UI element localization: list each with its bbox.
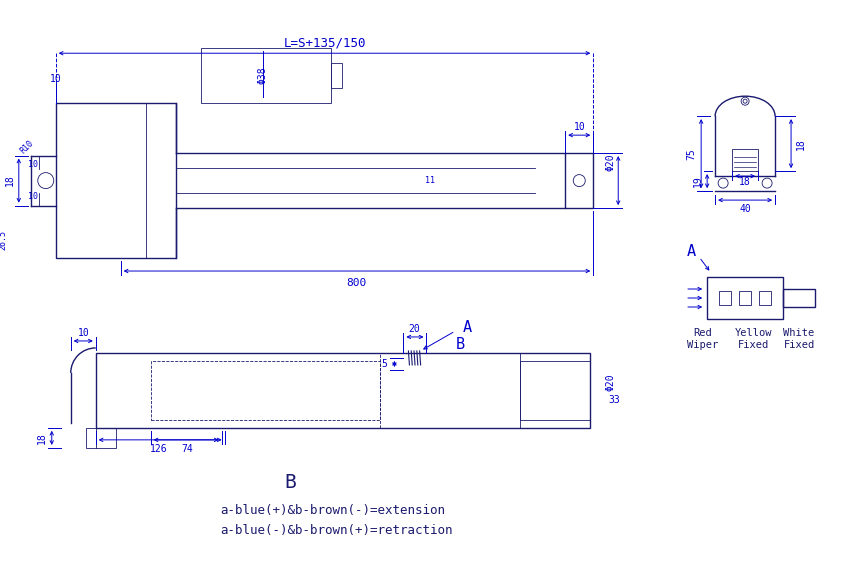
Text: R10: R10 [18,138,35,155]
Bar [86,428,116,448]
Bar [565,153,593,208]
Text: B: B [285,473,296,492]
Bar [783,289,815,307]
Text: 11: 11 [426,176,435,185]
Bar [520,361,590,420]
Text: 18: 18 [796,138,806,149]
Text: L=S+135/150: L=S+135/150 [283,37,366,50]
Text: 10: 10 [27,192,38,201]
Text: 10: 10 [50,74,62,84]
Bar [719,291,731,305]
Text: 26.5: 26.5 [0,230,8,250]
Bar [739,291,751,305]
Bar [732,149,758,171]
Bar [201,48,330,103]
Text: A: A [687,244,697,258]
Text: Φ38: Φ38 [257,66,268,84]
Bar [96,353,590,428]
Text: 75: 75 [686,147,696,160]
Text: 20: 20 [408,324,420,334]
Text: A: A [462,321,472,335]
Text: B: B [456,338,464,353]
Bar [151,361,380,420]
Text: White
Fixed: White Fixed [783,328,815,350]
Text: Red
Wiper: Red Wiper [686,328,718,350]
Text: 5: 5 [382,359,388,369]
Text: Yellow
Fixed: Yellow Fixed [734,328,772,350]
Bar [759,291,771,305]
Text: 33: 33 [608,395,620,405]
Text: a-blue(+)&b-brown(-)=extension: a-blue(+)&b-brown(-)=extension [221,504,445,517]
Text: Φ20: Φ20 [605,154,615,171]
Text: 10: 10 [573,122,585,132]
Text: Φ20: Φ20 [605,374,615,391]
Text: 19: 19 [693,175,704,187]
Text: 18: 18 [37,432,47,444]
Text: 74: 74 [182,444,194,454]
Text: 40: 40 [740,204,751,214]
Text: 18: 18 [5,175,15,187]
Text: 126: 126 [150,444,167,454]
Bar [330,63,342,88]
Bar [56,103,176,258]
Text: 18: 18 [740,177,751,187]
Text: a-blue(-)&b-brown(+)=retraction: a-blue(-)&b-brown(+)=retraction [221,524,453,538]
Text: 10: 10 [77,328,89,338]
Bar [707,277,783,319]
Text: 10: 10 [27,160,38,169]
Text: 800: 800 [347,278,366,288]
